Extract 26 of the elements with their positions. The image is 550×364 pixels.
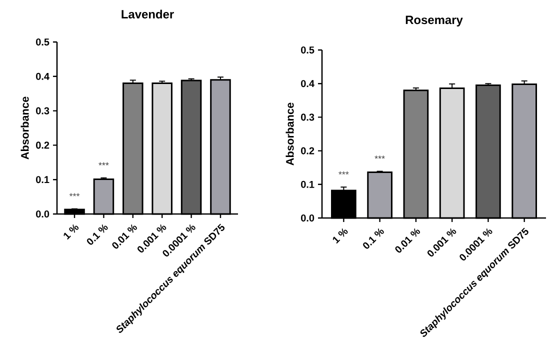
y-tick-label: 0.4 [301, 80, 314, 88]
annotation: *** [69, 193, 80, 196]
chart-title: Lavender [122, 10, 174, 18]
chart-title: Rosemary [406, 16, 463, 27]
x-tick-label: 1 % [64, 224, 79, 240]
y-tick-label: 0.1 [36, 176, 50, 184]
y-tick-label: 0.3 [36, 107, 50, 114]
y-tick-label: 0.4 [36, 72, 50, 80]
y-tick-label: 0.3 [301, 114, 314, 121]
y-tick-label: 0.5 [36, 38, 50, 46]
annotation: *** [98, 162, 109, 166]
y-tick-label: 0.0 [36, 210, 50, 218]
y-tick-label: 0.5 [301, 46, 314, 54]
x-tick-label: 0.01 % [112, 224, 137, 249]
y-tick-label: 0.2 [36, 142, 50, 149]
y-axis-title: Absorbance [20, 96, 29, 160]
x-tick-label: 0.01 % [395, 228, 420, 253]
x-tick-label: 1 % [332, 228, 348, 244]
annotation: *** [338, 171, 349, 175]
y-tick-label: 0.2 [301, 147, 314, 154]
x-tick-label: 0.1 % [86, 224, 108, 245]
y-tick-label: 0.1 [301, 180, 314, 188]
y-tick-label: 0.0 [301, 214, 314, 222]
annotation: *** [374, 156, 385, 159]
x-tick-label: 0.1 % [363, 228, 384, 249]
y-axis-title: Absorbance [286, 102, 294, 166]
